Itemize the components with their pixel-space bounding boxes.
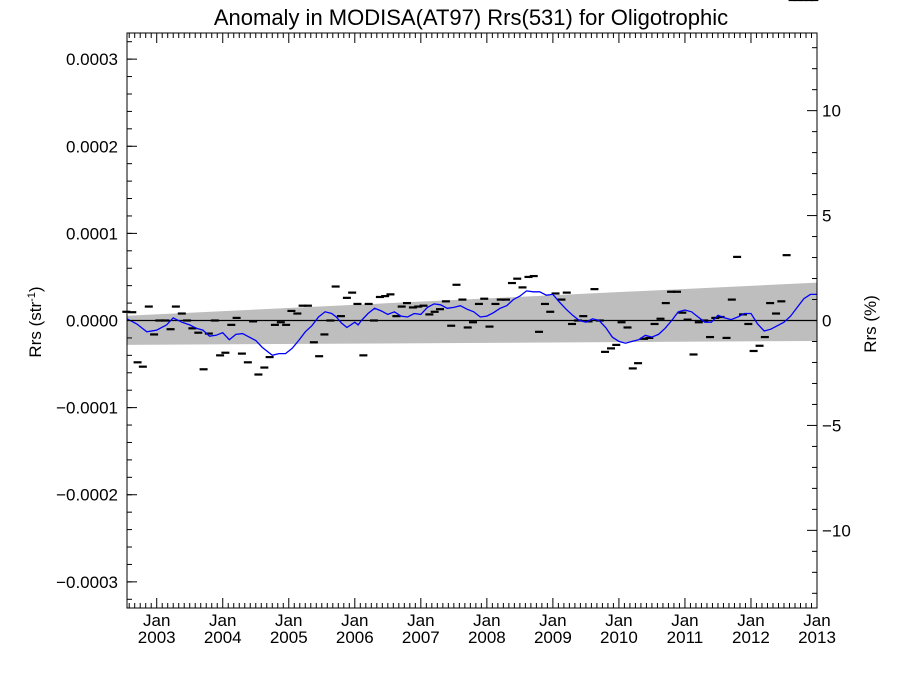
- y-tick-label: 0.0001: [66, 224, 118, 243]
- y-tick-label: 0.0002: [66, 137, 118, 156]
- x-tick-label-month: Jan: [407, 611, 434, 630]
- x-tick-label-month: Jan: [341, 611, 368, 630]
- right-y-axis: 10 5 0 −5 −10: [807, 47, 851, 594]
- x-tick-label-month: Jan: [803, 611, 830, 630]
- y2-tick-label: −10: [822, 521, 851, 540]
- y2-tick-label: −5: [822, 416, 841, 435]
- left-y-axis: 0.0003 0.0002 0.0001 0.0000 −0.0001 −0.0002 −0…: [56, 41, 137, 600]
- left-y-axis-title-superscript: -1: [26, 292, 38, 302]
- x-tick-label-year: 2004: [204, 628, 242, 647]
- x-tick-label-year: 2010: [600, 628, 638, 647]
- uncertainty-band-area: [127, 282, 817, 345]
- x-tick-label-year: 2006: [336, 628, 374, 647]
- x-tick-label-year: 2007: [402, 628, 440, 647]
- left-y-axis-title: Rrs (str-1): [26, 286, 45, 357]
- x-tick-label-year: 2003: [138, 628, 176, 647]
- y-tick-label: 0.0000: [66, 312, 118, 331]
- x-tick-label-month: Jan: [473, 611, 500, 630]
- left-y-axis-title-suffix: ): [26, 286, 45, 292]
- y-tick-label: −0.0003: [56, 573, 118, 592]
- x-axis: Jan2003Jan2004Jan2005Jan2006Jan2007Jan20…: [128, 33, 836, 647]
- running-mean-series: [126, 290, 817, 357]
- x-tick-label-year: 2012: [732, 628, 770, 647]
- x-tick-label-month: Jan: [671, 611, 698, 630]
- x-tick-label-month: Jan: [737, 611, 764, 630]
- running-mean-line: [126, 290, 817, 357]
- x-tick-label-year: 2011: [667, 628, 704, 647]
- y-tick-label: 0.0003: [66, 50, 118, 69]
- y2-tick-label: 0: [822, 312, 831, 331]
- x-tick-label-year: 2008: [468, 628, 506, 647]
- x-tick-label-year: 2009: [534, 628, 572, 647]
- x-tick-label-month: Jan: [539, 611, 566, 630]
- x-tick-label-month: Jan: [209, 611, 236, 630]
- right-y-axis-title: Rrs (%): [861, 295, 880, 353]
- y-tick-label: −0.0002: [56, 486, 118, 505]
- x-tick-label-year: 2005: [270, 628, 308, 647]
- x-tick-label-year: 2013: [798, 628, 836, 647]
- chart-title: Anomaly in MODISA(AT97) Rrs(531) for Oli…: [214, 5, 728, 30]
- x-tick-label-month: Jan: [275, 611, 302, 630]
- y2-tick-label: 5: [822, 207, 831, 226]
- uncertainty-band: [127, 282, 817, 345]
- monthly-anomaly-marks: [122, 0, 819, 376]
- x-tick-label-month: Jan: [143, 611, 170, 630]
- left-y-axis-title-text: Rrs (str: [26, 302, 45, 358]
- y2-tick-label: 10: [822, 102, 841, 121]
- x-tick-label-month: Jan: [605, 611, 632, 630]
- y-tick-label: −0.0001: [56, 399, 118, 418]
